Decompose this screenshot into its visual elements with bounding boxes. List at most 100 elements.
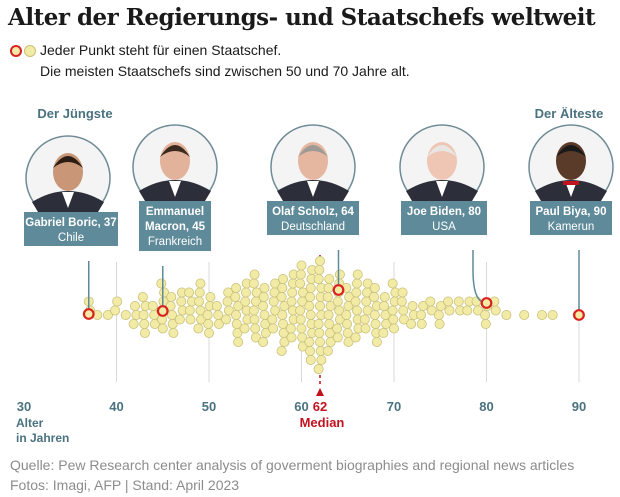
data-point [157,323,168,334]
data-point [267,314,278,325]
label-box [139,201,211,251]
data-point [351,287,362,298]
plain-dot-icon [24,44,36,57]
callout-biya: Paul Biya, 90 Kamerun [528,124,614,321]
data-point [369,309,380,320]
data-point [314,255,325,266]
data-point [194,296,205,307]
data-point [258,300,269,311]
data-point [350,296,361,307]
data-point [397,287,408,298]
callout-name: Olaf Scholz, 64 [272,206,354,218]
data-point [295,269,306,280]
data-point [388,314,399,325]
data-point [110,305,121,316]
callout-name: Emmanuel [146,206,204,218]
data-point [120,309,131,320]
data-point [185,314,196,325]
data-point [323,309,334,320]
data-point [147,300,158,311]
data-point [203,318,214,329]
data-point [149,318,160,329]
data-point [547,309,558,320]
data-point [285,323,296,334]
data-point [168,327,179,338]
legend-row-1: Jeder Punkt steht für einen Staatschef. [8,40,410,61]
data-point [305,309,316,320]
data-point [425,296,436,307]
callout-scholz: Olaf Scholz, 64 Deutschland [267,124,359,296]
data-point [314,264,325,275]
x-tick-label: 30 [17,399,31,414]
data-point [381,318,392,329]
data-point [462,305,473,316]
data-point [159,287,170,298]
data-point [305,354,316,365]
data-point [370,318,381,329]
data-point [213,318,224,329]
highlight-point [573,309,585,321]
data-point [332,332,343,343]
data-point [231,309,242,320]
data-point [316,354,327,365]
data-point [387,278,398,289]
highlight-point [156,305,169,317]
data-point [276,345,287,356]
data-point [416,318,427,329]
data-point [248,278,259,289]
portrait-biden-icon [399,124,485,210]
data-point [112,296,123,307]
data-point [343,336,354,347]
data-point [223,287,234,298]
data-point [240,296,251,307]
data-point [230,291,241,302]
data-point [314,327,325,338]
data-point [305,282,316,293]
data-point [314,336,325,347]
data-point [325,300,336,311]
data-point [277,273,288,284]
data-point [211,300,222,311]
data-point [314,300,325,311]
x-axis-label: Alter [16,416,44,430]
data-point [398,314,409,325]
portrait-biya-icon [528,124,614,210]
data-point [480,318,491,329]
data-point [351,305,362,316]
data-point [453,296,464,307]
data-point [176,296,187,307]
data-point [296,323,307,334]
data-point [138,309,149,320]
data-point [351,278,362,289]
data-point [233,336,244,347]
data-point [240,287,251,298]
data-point [359,314,370,325]
page-title: Alter der Regierungs- und Staatschefs we… [8,4,596,31]
youngest-header: Der Jüngste [37,106,112,121]
data-point [304,300,315,311]
data-point [195,278,206,289]
data-point [369,291,380,302]
data-point [313,318,324,329]
data-point [305,345,316,356]
data-point [416,309,427,320]
data-point [324,273,335,284]
label-box [530,201,612,235]
callout-country: Chile [58,232,84,244]
data-point [490,305,501,316]
data-point [295,278,306,289]
data-point [166,291,177,302]
data-point [396,296,407,307]
data-point [519,309,530,320]
data-point [480,309,491,320]
data-point [501,309,512,320]
callout-country: Kamerun [548,221,595,233]
data-point [352,269,363,280]
data-point [444,305,455,316]
data-point [184,287,195,298]
connector-line [472,250,487,304]
data-point [203,327,214,338]
callout-name: Paul Biya, 90 [536,206,607,218]
data-point [205,291,216,302]
data-point [296,260,307,271]
